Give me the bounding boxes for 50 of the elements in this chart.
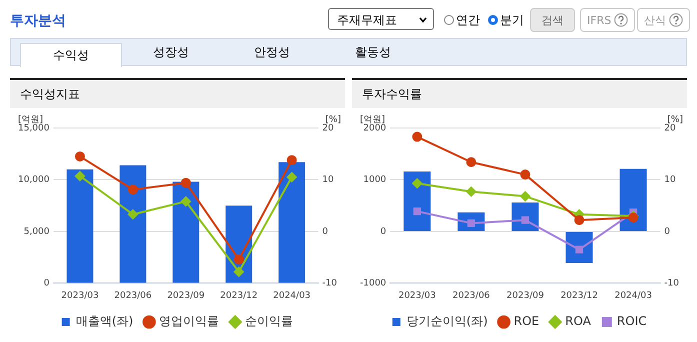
y-axis-title: [억원] — [18, 114, 44, 125]
text: 분기 — [500, 13, 524, 27]
y2-axis-title: [%] — [325, 114, 341, 125]
y-tick-label: 0 — [44, 278, 50, 289]
x-tick-label: 2023/12 — [560, 290, 598, 301]
text: 수익성 — [20, 43, 122, 67]
y-tick-label: 5,000 — [24, 226, 50, 237]
y-axis-title: [억원] — [360, 114, 386, 125]
x-tick-label: 2024/03 — [614, 290, 652, 301]
chart-title: 투자수익률 — [352, 80, 687, 108]
y2-tick-label: 10 — [664, 175, 676, 186]
y2-tick-label: 0 — [664, 226, 670, 237]
text: 안정성 — [253, 44, 291, 61]
x-tick-label: 2023/09 — [167, 290, 205, 301]
y2-tick-label: -10 — [664, 278, 680, 289]
legend-label: 영업이익률 — [159, 314, 220, 328]
text: 투자분석 — [10, 12, 66, 30]
legend-label: ROIC — [616, 314, 647, 328]
y2-axis-title: [%] — [667, 114, 683, 125]
text: IFRS — [587, 14, 612, 27]
text: 활동성 — [354, 44, 392, 61]
x-tick-label: 2024/03 — [273, 290, 311, 301]
text: 검색 — [530, 8, 575, 32]
y-tick-label: 0 — [380, 226, 386, 237]
legend-label: 순이익률 — [245, 314, 294, 328]
x-tick-label: 2023/09 — [506, 290, 544, 301]
y-tick-label: 1000 — [363, 175, 386, 186]
text: 성장성 — [152, 44, 190, 61]
legend-label: ROE — [514, 314, 540, 328]
y2-tick-label: -10 — [322, 278, 338, 289]
y2-tick-label: 10 — [322, 175, 334, 186]
y-tick-label: 15,000 — [18, 123, 50, 134]
x-tick-label: 2023/03 — [398, 290, 436, 301]
y-tick-label: 2000 — [363, 123, 386, 134]
legend-label: ROA — [565, 314, 592, 328]
y-tick-label: -1000 — [360, 278, 386, 289]
chart-title: 수익성지표 — [10, 80, 345, 108]
y2-tick-label: 20 — [322, 123, 334, 134]
legend-label: 당기순이익(좌) — [406, 314, 488, 328]
text: 주재무제표 — [328, 8, 434, 30]
y-tick-label: 10,000 — [18, 175, 50, 186]
legend-label: 매출액(좌) — [76, 314, 134, 328]
x-tick-label: 2023/06 — [114, 290, 152, 301]
x-tick-label: 2023/12 — [220, 290, 258, 301]
text: 산식 — [644, 14, 666, 27]
x-tick-label: 2023/06 — [452, 290, 490, 301]
y2-tick-label: 0 — [322, 226, 328, 237]
text: 연간 — [456, 13, 480, 27]
y2-tick-label: 20 — [664, 123, 676, 134]
x-tick-label: 2023/03 — [61, 290, 99, 301]
